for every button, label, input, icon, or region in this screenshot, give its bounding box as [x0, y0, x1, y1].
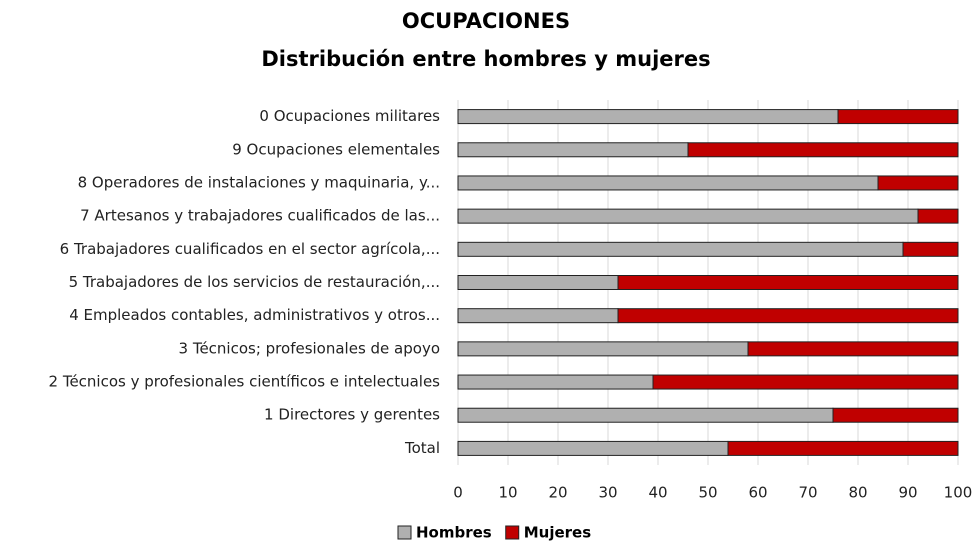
x-tick-label: 100	[944, 484, 973, 502]
bar	[457, 374, 654, 390]
bar	[687, 142, 959, 158]
x-tick-label: 20	[548, 484, 567, 502]
bar	[457, 341, 749, 357]
x-tick-label: 0	[453, 484, 463, 502]
y-tick-label: 0 Ocupaciones militares	[259, 107, 440, 125]
x-tick-label: 70	[798, 484, 817, 502]
y-tick-label: 8 Operadores de instalaciones y maquinar…	[78, 173, 440, 191]
y-tick-label: 9 Ocupaciones elementales	[232, 140, 440, 158]
bar	[457, 407, 834, 423]
x-tick-label: 90	[898, 484, 917, 502]
bar	[832, 407, 959, 423]
bar	[457, 308, 619, 324]
bar	[457, 175, 879, 191]
bar	[457, 208, 919, 224]
x-tick-label: 80	[848, 484, 867, 502]
bar	[457, 275, 619, 290]
bar	[457, 440, 729, 456]
bar	[617, 275, 959, 290]
y-tick-label: 3 Técnicos; profesionales de apoyo	[179, 339, 440, 357]
legend-label: Hombres	[416, 524, 492, 542]
y-tick-label: 1 Directores y gerentes	[264, 406, 440, 424]
y-tick-label: 6 Trabajadores cualificados en el sector…	[60, 240, 440, 258]
y-tick-label: 4 Empleados contables, administrativos y…	[69, 306, 440, 324]
x-tick-label: 40	[648, 484, 667, 502]
bar	[652, 374, 959, 390]
bar	[457, 241, 904, 257]
bar	[617, 308, 959, 324]
legend-label: Mujeres	[524, 524, 591, 542]
bar	[747, 341, 959, 357]
y-tick-label: 5 Trabajadores de los servicios de resta…	[69, 273, 440, 291]
y-tick-label: 7 Artesanos y trabajadores cualificados …	[80, 207, 440, 225]
bar	[877, 175, 959, 191]
x-tick-label: 10	[498, 484, 517, 502]
x-tick-label: 30	[598, 484, 617, 502]
y-tick-label: Total	[404, 439, 440, 457]
y-tick-label: 2 Técnicos y profesionales científicos e…	[49, 373, 441, 391]
bar	[727, 440, 959, 456]
bar	[902, 241, 959, 257]
chart-title: OCUPACIONES	[402, 9, 570, 33]
bar	[457, 109, 839, 125]
bar	[457, 142, 689, 158]
legend-swatch	[397, 525, 412, 540]
x-tick-label: 50	[698, 484, 717, 502]
bar	[837, 109, 959, 125]
legend-swatch	[505, 525, 520, 540]
chart-subtitle: Distribución entre hombres y mujeres	[261, 47, 710, 71]
bar	[917, 208, 959, 224]
x-tick-label: 60	[748, 484, 767, 502]
